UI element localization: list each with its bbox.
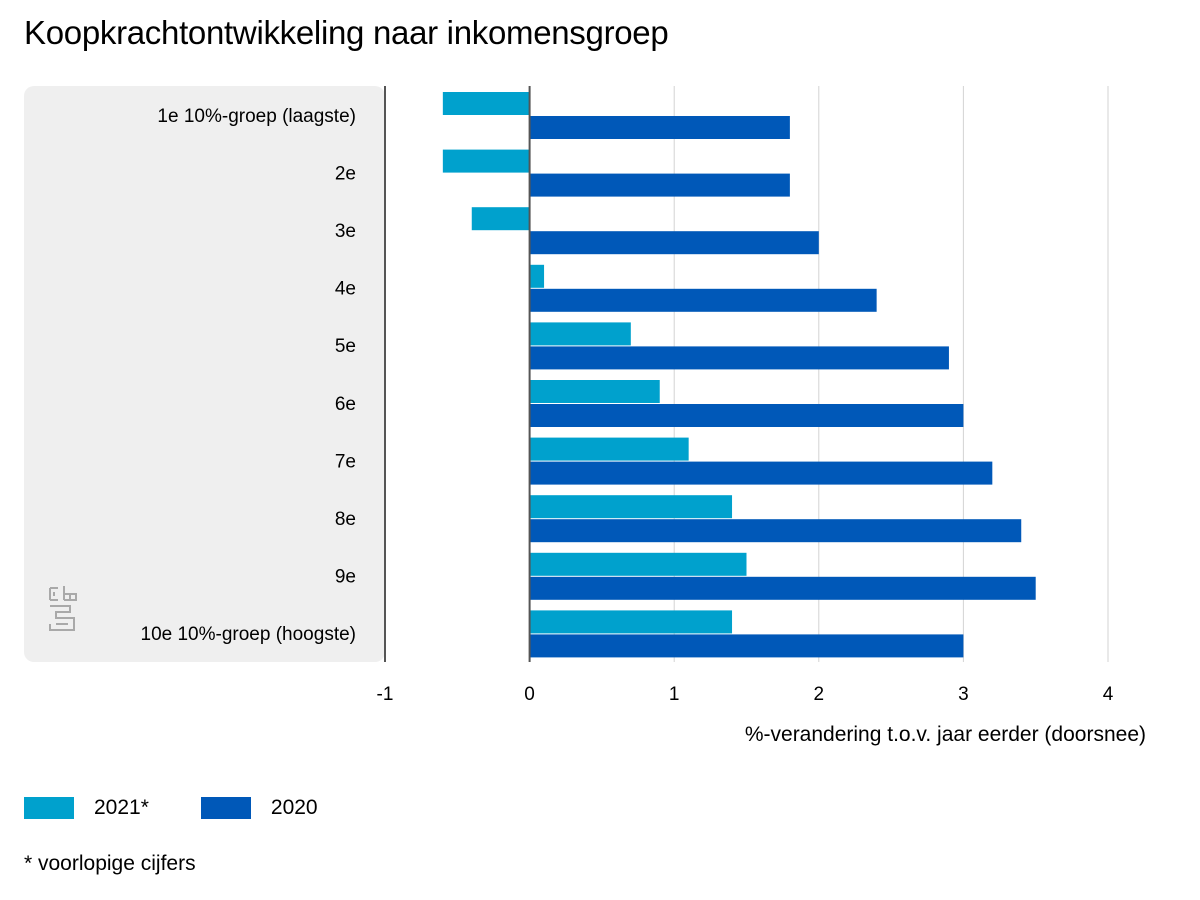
legend-item-2021[interactable]: 2021* xyxy=(24,796,149,820)
bars xyxy=(442,92,1036,658)
bar-2020-9[interactable] xyxy=(529,576,1036,600)
legend-swatch-2020 xyxy=(200,797,251,819)
x-tick-label: -1 xyxy=(377,684,394,705)
category-labels: 1e 10%-groep (laagste) 2e 3e 4e 5e 6e 7e 8e 9e 10… xyxy=(141,106,356,645)
category-label: 5e xyxy=(335,336,356,357)
x-tick-label: 3 xyxy=(958,684,969,705)
bar-2020-3[interactable] xyxy=(529,231,819,255)
bar-2021-9[interactable] xyxy=(529,552,747,576)
category-label: 9e xyxy=(335,567,356,588)
bar-2020-5[interactable] xyxy=(529,346,949,370)
category-label: 10e 10%-groep (hoogste) xyxy=(141,624,356,645)
category-label: 8e xyxy=(335,509,356,530)
bar-2021-6[interactable] xyxy=(529,380,660,403)
bar-2020-7[interactable] xyxy=(529,461,993,485)
category-label: 3e xyxy=(335,221,356,242)
bar-2021-7[interactable] xyxy=(529,437,689,461)
x-tick-label: 4 xyxy=(1103,684,1114,705)
legend-label-2021: 2021* xyxy=(94,796,149,819)
category-label: 2e xyxy=(335,163,356,184)
bar-2020-4[interactable] xyxy=(529,288,877,312)
bar-2020-6[interactable] xyxy=(529,404,964,427)
x-tick-label: 2 xyxy=(814,684,825,705)
axes xyxy=(384,86,531,662)
category-label: 4e xyxy=(335,279,356,300)
bar-2020-2[interactable] xyxy=(529,173,790,197)
category-label: 6e xyxy=(335,394,356,415)
bar-2021-10[interactable] xyxy=(529,610,733,634)
bar-2021-1[interactable] xyxy=(442,92,530,115)
bar-chart: 1e 10%-groep (laagste)2e3e4e5e6e7e8e9e10… xyxy=(24,86,1146,746)
category-label: 1e 10%-groep (laagste) xyxy=(157,106,356,127)
bar-2021-2[interactable] xyxy=(442,149,530,173)
legend-label-2020: 2020 xyxy=(270,796,318,819)
bar-2020-10[interactable] xyxy=(529,634,964,658)
legend-item-2020[interactable]: 2020 xyxy=(200,796,318,820)
category-panel xyxy=(24,86,385,662)
legend: 2021* 2020 xyxy=(24,796,370,820)
x-tick-label: 1 xyxy=(669,684,680,705)
x-axis-label: %-verandering t.o.v. jaar eerder (doorsn… xyxy=(745,723,1146,746)
footnote: * voorlopige cijfers xyxy=(24,852,196,875)
bar-2021-8[interactable] xyxy=(529,495,733,519)
bar-2020-1[interactable] xyxy=(529,116,790,139)
bar-2021-5[interactable] xyxy=(529,322,631,346)
bar-2020-8[interactable] xyxy=(529,519,1022,543)
category-label: 7e xyxy=(335,451,356,472)
chart-title: Koopkrachtontwikkeling naar inkomensgroe… xyxy=(24,14,669,51)
x-tick-label: 0 xyxy=(524,684,535,705)
legend-swatch-2021 xyxy=(24,797,74,819)
bar-2021-3[interactable] xyxy=(471,207,530,231)
bar-2021-4[interactable] xyxy=(529,264,545,288)
tick-labels: -1 0 1 2 3 4 xyxy=(377,684,1114,705)
cbs-logo-icon xyxy=(49,586,77,631)
